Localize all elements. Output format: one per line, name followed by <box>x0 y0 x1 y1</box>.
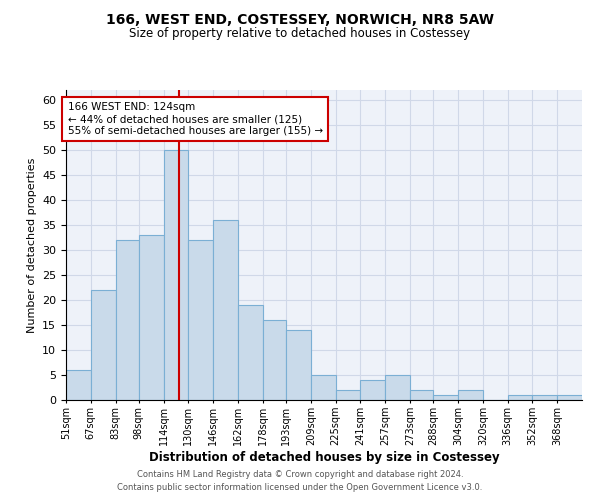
Bar <box>263 320 286 400</box>
Bar <box>458 390 483 400</box>
Bar <box>139 235 164 400</box>
Text: 166, WEST END, COSTESSEY, NORWICH, NR8 5AW: 166, WEST END, COSTESSEY, NORWICH, NR8 5… <box>106 12 494 26</box>
Bar <box>532 395 557 400</box>
X-axis label: Distribution of detached houses by size in Costessey: Distribution of detached houses by size … <box>149 450 499 464</box>
Text: Size of property relative to detached houses in Costessey: Size of property relative to detached ho… <box>130 28 470 40</box>
Text: Contains HM Land Registry data © Crown copyright and database right 2024.: Contains HM Land Registry data © Crown c… <box>137 470 463 479</box>
Bar <box>335 390 361 400</box>
Text: Contains public sector information licensed under the Open Government Licence v3: Contains public sector information licen… <box>118 484 482 492</box>
Bar <box>286 330 311 400</box>
Bar <box>311 375 335 400</box>
Bar <box>385 375 410 400</box>
Bar <box>164 150 188 400</box>
Bar <box>188 240 213 400</box>
Bar <box>557 395 582 400</box>
Bar <box>508 395 532 400</box>
Text: 166 WEST END: 124sqm
← 44% of detached houses are smaller (125)
55% of semi-deta: 166 WEST END: 124sqm ← 44% of detached h… <box>68 102 323 136</box>
Bar <box>433 395 458 400</box>
Bar <box>410 390 433 400</box>
Y-axis label: Number of detached properties: Number of detached properties <box>26 158 37 332</box>
Bar <box>91 290 116 400</box>
Bar <box>66 370 91 400</box>
Bar <box>238 305 263 400</box>
Bar <box>361 380 385 400</box>
Bar <box>213 220 238 400</box>
Bar <box>116 240 139 400</box>
